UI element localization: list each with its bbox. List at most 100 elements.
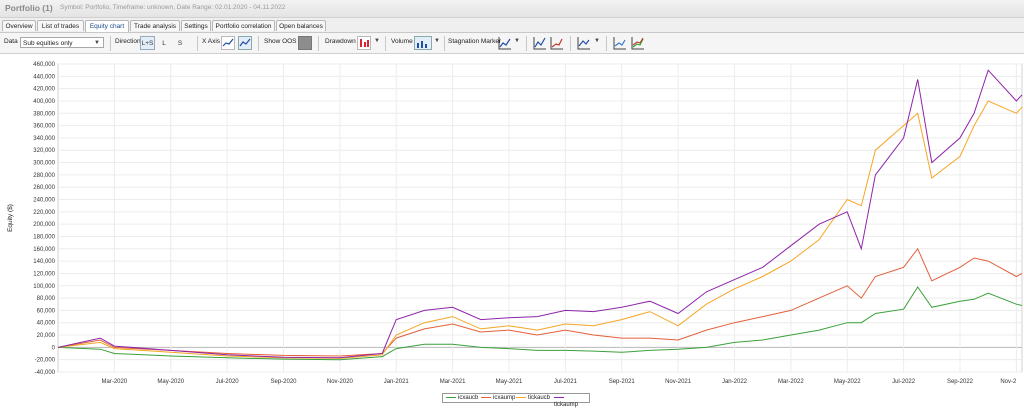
x-tick-label: Sep-2021 bbox=[609, 379, 636, 385]
tab-bar: Overview List of trades Equity chart Tra… bbox=[0, 18, 1024, 33]
x-tick-label: Nov-2 bbox=[1000, 379, 1017, 385]
series-line-tickaucb bbox=[57, 100, 1023, 359]
trend-dropdown-icon[interactable]: ▼ bbox=[594, 38, 600, 44]
toolbar-divider bbox=[318, 36, 319, 51]
x-tick-label: May-2021 bbox=[496, 379, 523, 385]
x-tick-label: Jul-2022 bbox=[892, 379, 916, 385]
x-tick-label: May-2022 bbox=[834, 379, 861, 385]
tab-portfolio-correlation[interactable]: Portfolio correlation bbox=[212, 20, 275, 31]
toolbar-divider bbox=[258, 36, 259, 51]
y-tick-label: 380,000 bbox=[33, 111, 55, 117]
drawdown-icon[interactable] bbox=[357, 36, 371, 50]
y-tick-label: 120,000 bbox=[33, 271, 55, 277]
show-oos-label: Show OOS bbox=[264, 38, 297, 45]
x-tick-label: Mar-2022 bbox=[778, 379, 804, 385]
data-select-value: Sub equities only bbox=[23, 40, 73, 47]
legend-swatch-icxaump bbox=[481, 396, 491, 398]
x-tick-label: Nov-2020 bbox=[327, 379, 354, 385]
toolbar-divider bbox=[606, 36, 607, 51]
y-tick-label: 340,000 bbox=[33, 136, 55, 142]
x-axis-label: X Axis bbox=[202, 38, 221, 45]
stagnation-marker-icon[interactable] bbox=[498, 36, 512, 50]
toolbar-divider bbox=[526, 36, 527, 51]
x-tick-label: Jan-2022 bbox=[722, 379, 748, 385]
x-axis-trades-icon[interactable] bbox=[221, 36, 235, 50]
stagnation-marker-label: Stagnation Marker bbox=[448, 38, 502, 45]
trend-chart-icon[interactable] bbox=[577, 36, 591, 50]
direction-ls-button[interactable]: L+S bbox=[140, 36, 155, 50]
volume-label: Volume bbox=[391, 38, 413, 45]
series-line-tickaump bbox=[57, 69, 1023, 359]
y-tick-label: 400,000 bbox=[33, 99, 55, 105]
toolbar-divider bbox=[444, 36, 445, 51]
series-line-icxaump bbox=[57, 247, 1023, 357]
data-label: Data bbox=[4, 38, 18, 45]
y-tick-label: 180,000 bbox=[33, 234, 55, 240]
y-tick-label: -40,000 bbox=[35, 370, 56, 376]
x-tick-label: Mar-2021 bbox=[440, 379, 466, 385]
y-tick-label: -20,000 bbox=[35, 358, 56, 364]
legend-swatch-tickaump bbox=[554, 396, 564, 398]
legend-label: icxaucb bbox=[458, 395, 479, 401]
data-select[interactable]: Sub equities only ▼ bbox=[20, 37, 104, 48]
x-tick-label: Jul-2020 bbox=[216, 379, 240, 385]
x-tick-label: Nov-2021 bbox=[665, 379, 692, 385]
toolbar-divider bbox=[570, 36, 571, 51]
x-tick-label: Mar-2020 bbox=[102, 379, 128, 385]
y-tick-label: 40,000 bbox=[37, 321, 56, 327]
y-tick-label: 420,000 bbox=[33, 87, 55, 93]
legend-label: icxaump bbox=[493, 395, 516, 401]
x-axis-time-icon[interactable] bbox=[238, 36, 252, 50]
chart-toolbar: Data Sub equities only ▼ Direction L+S L… bbox=[0, 33, 1024, 54]
legend-swatch-tickaucb bbox=[516, 396, 526, 398]
legend-label: tickaucb bbox=[528, 395, 551, 401]
x-tick-label: Jul-2021 bbox=[554, 379, 578, 385]
legend-item-tickaucb: tickaucb bbox=[516, 395, 550, 402]
equity-lines-icon[interactable] bbox=[613, 36, 627, 50]
legend-item-icxaump: icxaump bbox=[481, 395, 515, 402]
legend-swatch-icxaucb bbox=[446, 396, 456, 398]
y-tick-label: 160,000 bbox=[33, 247, 55, 253]
plot-area bbox=[57, 63, 1023, 373]
legend-label: tickaump bbox=[554, 402, 579, 408]
y-tick-label: 360,000 bbox=[33, 124, 55, 130]
stagnation-dropdown-icon[interactable]: ▼ bbox=[514, 38, 520, 44]
window-titlebar: Portfolio (1) Symbol: Portfolio, Timefra… bbox=[0, 0, 1024, 18]
toolbar-divider bbox=[197, 36, 198, 51]
tab-list-of-trades[interactable]: List of trades bbox=[37, 20, 84, 31]
y-tick-label: 140,000 bbox=[33, 259, 55, 265]
window-title: Portfolio (1) bbox=[5, 3, 53, 13]
tab-overview[interactable]: Overview bbox=[2, 20, 36, 31]
tab-trade-analysis[interactable]: Trade analysis bbox=[130, 20, 180, 31]
y-tick-label: 240,000 bbox=[33, 198, 55, 204]
tab-equity-chart[interactable]: Equity chart bbox=[85, 20, 129, 32]
x-tick-label: Jan-2021 bbox=[384, 379, 410, 385]
direction-label: Direction bbox=[115, 38, 141, 45]
y-tick-label: 460,000 bbox=[33, 62, 55, 68]
multi-equity-lines-icon[interactable] bbox=[631, 36, 645, 50]
tab-open-balances[interactable]: Open balances bbox=[276, 20, 326, 31]
x-tick-label: Sep-2020 bbox=[270, 379, 297, 385]
y-tick-label: 220,000 bbox=[33, 210, 55, 216]
toolbar-divider bbox=[385, 36, 386, 51]
direction-long-button[interactable]: L bbox=[162, 40, 166, 47]
x-tick-label: May-2020 bbox=[157, 379, 184, 385]
drawdown-dropdown-icon[interactable]: ▼ bbox=[374, 38, 380, 44]
y-tick-label: 80,000 bbox=[37, 296, 56, 302]
legend-item-tickaump: tickaump bbox=[554, 395, 589, 409]
y-tick-label: 300,000 bbox=[33, 161, 55, 167]
tab-settings[interactable]: Settings bbox=[181, 20, 211, 31]
y-tick-label: 320,000 bbox=[33, 148, 55, 154]
line-chart-icon[interactable] bbox=[533, 36, 547, 50]
direction-short-button[interactable]: S bbox=[177, 40, 183, 47]
equity-chart: 460,000 440,000 420,000 400,000 380,000 360,0… bbox=[7, 62, 1023, 385]
y-axis-label: Equity ($) bbox=[7, 204, 14, 232]
volume-icon[interactable] bbox=[414, 36, 432, 50]
oos-toggle[interactable] bbox=[298, 36, 312, 50]
y-tick-label: 260,000 bbox=[33, 185, 55, 191]
y-tick-label: 280,000 bbox=[33, 173, 55, 179]
toolbar-divider bbox=[110, 36, 111, 51]
line-chart-alt-icon[interactable] bbox=[550, 36, 564, 50]
chevron-down-icon: ▼ bbox=[94, 40, 100, 46]
volume-dropdown-icon[interactable]: ▼ bbox=[434, 38, 440, 44]
